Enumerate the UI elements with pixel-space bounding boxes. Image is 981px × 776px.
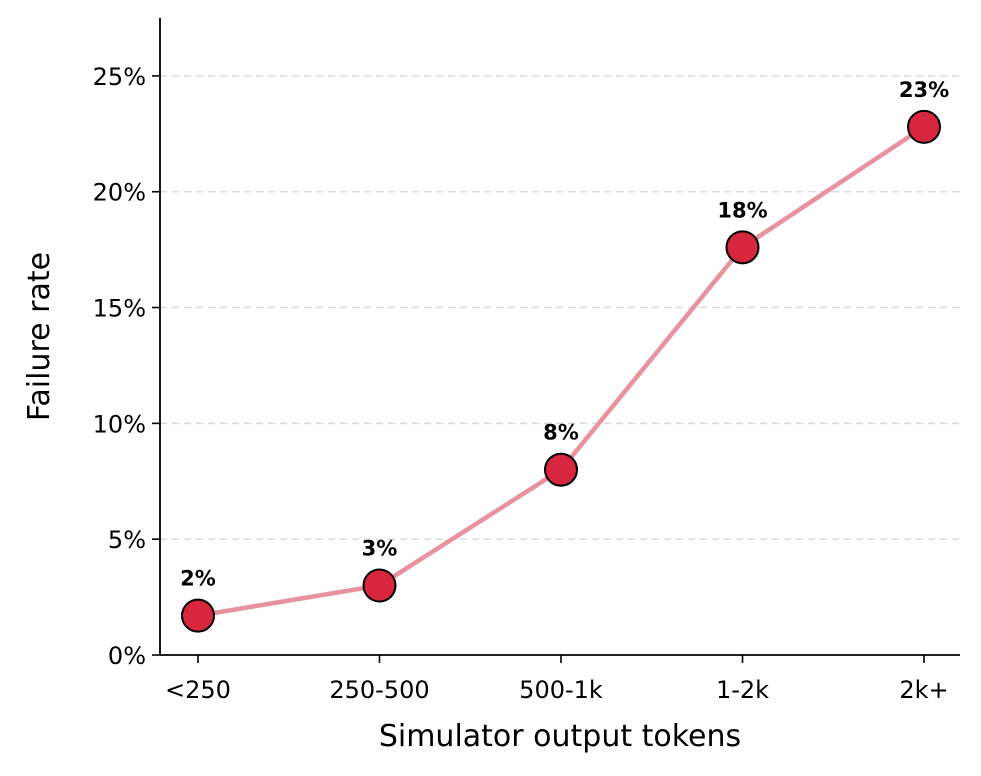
data-point (362, 568, 397, 603)
y-tick-label: 5% (108, 526, 146, 554)
x-tick-label: 2k+ (899, 676, 948, 704)
x-axis-label: Simulator output tokens (379, 719, 741, 754)
data-label: 8% (543, 421, 579, 445)
y-ticks: 0% 5% 10% 15% 20% 25% (93, 63, 160, 670)
data-point (544, 452, 578, 487)
axes (159, 18, 960, 656)
series-line (195, 124, 927, 618)
y-tick-label: 0% (108, 642, 146, 670)
x-tick-label: <250 (165, 676, 231, 704)
data-label: 3% (362, 537, 398, 561)
y-tick-label: 10% (93, 410, 146, 438)
x-ticks: <250 250-500 500-1k 1-2k 2k+ (165, 655, 949, 704)
data-point (181, 598, 215, 633)
markers (181, 109, 941, 633)
data-label: 18% (717, 198, 767, 222)
data-point (907, 109, 941, 144)
data-label: 2% (180, 567, 216, 591)
data-labels: 2% 3% 8% 18% 23% (180, 78, 949, 591)
data-point (725, 230, 760, 265)
x-tick-label: 250-500 (329, 676, 429, 704)
data-label: 23% (899, 78, 949, 102)
x-tick-label: 500-1k (519, 676, 603, 704)
y-tick-label: 20% (93, 179, 146, 207)
x-tick-label: 1-2k (716, 676, 769, 704)
y-tick-label: 25% (93, 63, 146, 91)
y-tick-label: 15% (93, 295, 146, 323)
y-axis-label: Failure rate (22, 252, 57, 421)
